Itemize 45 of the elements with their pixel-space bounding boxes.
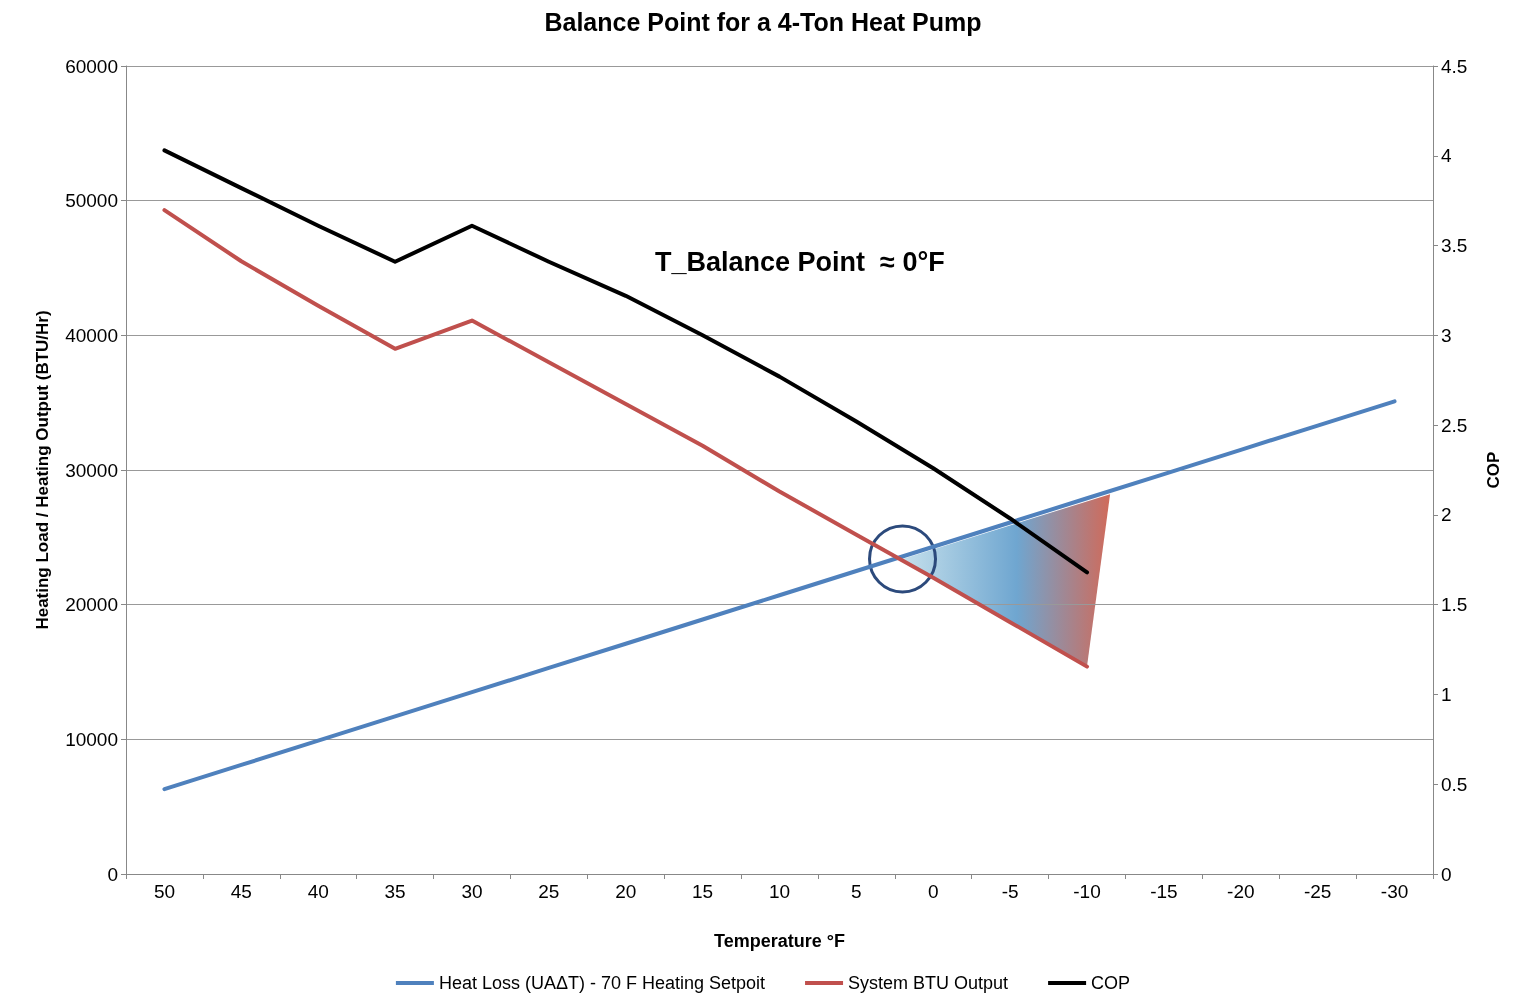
- y-tick-label: 10000: [65, 728, 118, 750]
- x-tick-label: -5: [1001, 881, 1019, 902]
- y2-tick-label: 3: [1441, 324, 1452, 346]
- y2-tick-label: 0: [1441, 863, 1452, 885]
- x-tick-label: -25: [1303, 881, 1332, 902]
- y2-axis-title: COP: [1484, 451, 1503, 489]
- y2-tick-label: 4: [1441, 145, 1452, 167]
- x-tick-label: 5: [851, 881, 862, 902]
- annotation: T_Balance Point ≈ 0°F: [655, 246, 945, 277]
- x-tick-label: 40: [307, 881, 329, 902]
- x-tick-label: 20: [615, 881, 637, 902]
- y2-tick-label: 4.5: [1441, 55, 1468, 77]
- x-tick-label: 0: [927, 881, 939, 902]
- legend-label: COP: [1091, 973, 1131, 993]
- y2-tick-label: 3.5: [1441, 235, 1468, 257]
- y-tick-label: 50000: [65, 190, 118, 212]
- y2-tick-label: 2.5: [1441, 414, 1468, 436]
- x-tick-label: 25: [538, 881, 560, 902]
- y-tick-label: 20000: [65, 594, 118, 616]
- y-tick-label: 30000: [65, 459, 118, 481]
- y2-tick-label: 1: [1441, 683, 1452, 705]
- x-tick-label: -15: [1150, 881, 1178, 902]
- y2-tick-label: 0.5: [1441, 773, 1468, 795]
- legend-label: System BTU Output: [848, 973, 1009, 993]
- y-tick-label: 40000: [65, 324, 118, 346]
- x-tick-label: -20: [1227, 881, 1255, 902]
- x-axis-title: Temperature °F: [714, 931, 845, 951]
- x-tick-label: -10: [1073, 881, 1101, 902]
- line-series: [162, 399, 1397, 792]
- x-tick-label: 45: [230, 881, 252, 902]
- y2-tick-label: 2: [1441, 504, 1452, 526]
- line-series: [162, 148, 1090, 575]
- x-tick-label: 50: [153, 881, 176, 902]
- line-series: [162, 208, 1090, 669]
- y-tick-label: 60000: [65, 55, 118, 77]
- legend-label: Heat Loss (UAΔT) - 70 F Heating Setpoit: [438, 973, 766, 993]
- chart-title: Balance Point for a 4-Ton Heat Pump: [544, 7, 982, 36]
- y2-tick-label: 1.5: [1441, 594, 1468, 616]
- x-tick-label: 15: [692, 881, 714, 902]
- x-tick-label: 30: [461, 881, 483, 902]
- x-tick-label: 10: [768, 881, 791, 902]
- y-axis-title: Heating Load / Heating Output (BTU/Hr): [33, 310, 52, 630]
- y-tick-label: 0: [107, 863, 118, 885]
- x-tick-label: -30: [1380, 881, 1409, 902]
- x-tick-label: 35: [384, 881, 406, 902]
